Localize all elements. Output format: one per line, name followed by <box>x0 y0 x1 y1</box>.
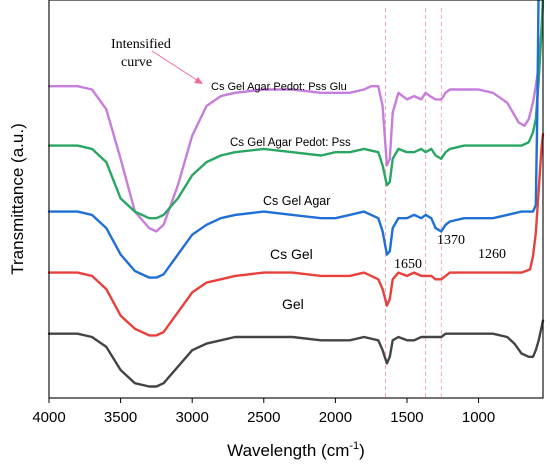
plot-frame <box>48 0 544 399</box>
annotation-arrow <box>151 50 201 83</box>
x-tick-label-3500: 3500 <box>104 409 137 426</box>
series-line-cs-gel-agar-pedot-pss <box>47 0 545 220</box>
series-line-cs-gel-agar-pedot-pss-glu <box>47 2 545 233</box>
series-label-agar: Cs Gel Agar <box>263 194 330 208</box>
x-tick-label-2500: 2500 <box>247 409 280 426</box>
series-label-csgel: Cs Gel <box>270 246 313 262</box>
series-layer <box>47 0 545 388</box>
series-line-cs-gel <box>47 132 545 337</box>
ref-label-1650: 1650 <box>394 257 422 272</box>
x-tick-label-1500: 1500 <box>390 409 423 426</box>
ref-label-1260: 1260 <box>478 247 506 262</box>
x-tick-label-3000: 3000 <box>176 409 209 426</box>
x-tick-label-2000: 2000 <box>319 409 352 426</box>
y-axis-title: Transmittance (a.u.) <box>8 123 27 274</box>
reference-lines <box>384 8 442 398</box>
x-tick-label-1000: 1000 <box>462 409 495 426</box>
series-label-glu: Cs Gel Agar Pedot: Pss Glu <box>211 81 347 93</box>
ref-label-1370: 1370 <box>437 233 465 248</box>
annotation-arrowhead <box>194 77 203 84</box>
x-axis-title: Wavelength (cm-1) <box>227 440 365 460</box>
series-line-cs-gel-agar <box>47 0 540 279</box>
annotation-line-2: curve <box>121 55 152 70</box>
x-tick-label-4000: 4000 <box>32 409 65 426</box>
annotation-line-1: Intensified <box>111 37 171 52</box>
series-line-gel <box>47 319 545 388</box>
series-label-pss: Cs Gel Agar Pedot: Pss <box>230 137 351 149</box>
x-axis-ticks: 4000 3500 3000 2500 2000 1500 1000 <box>32 398 495 426</box>
series-label-gel: Gel <box>282 296 304 312</box>
